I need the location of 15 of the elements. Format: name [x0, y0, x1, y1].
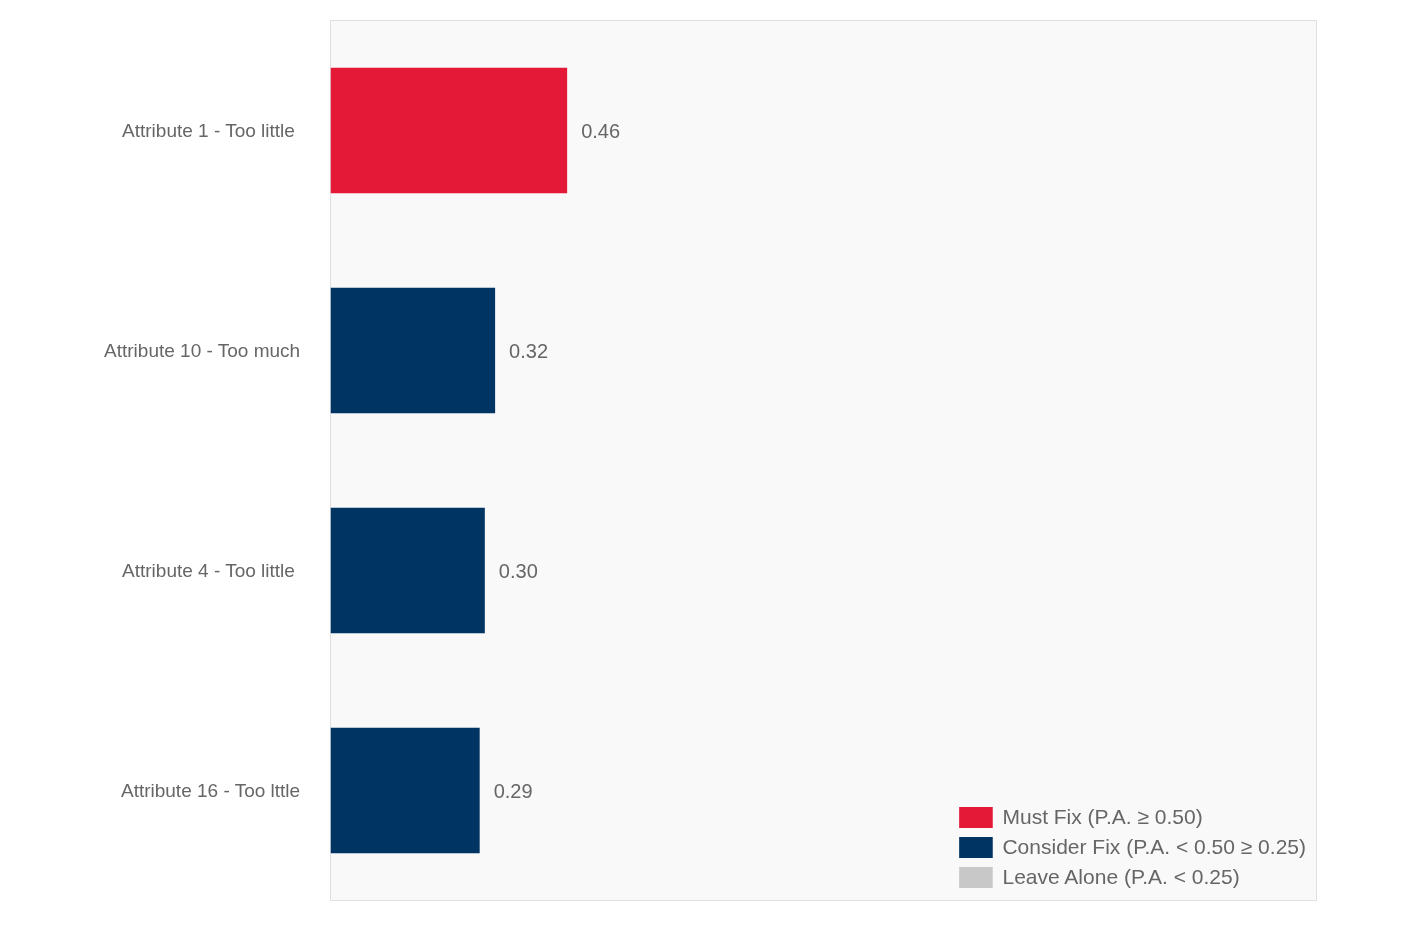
legend-label: Leave Alone (P.A. < 0.25)	[1002, 865, 1240, 889]
data-label: 0.46	[581, 119, 621, 142]
data-label: 0.30	[498, 559, 538, 582]
bar	[330, 67, 568, 194]
y-tick-label: Attribute 16 - Too lttle	[120, 780, 301, 801]
legend-label: Must Fix (P.A. ≥ 0.50)	[1002, 805, 1203, 829]
bar	[330, 287, 496, 414]
y-tick-label: Attribute 4 - Too little	[122, 560, 295, 581]
y-tick-label: Attribute 1 - Too little	[122, 120, 295, 141]
bar	[330, 507, 485, 634]
data-label: 0.29	[493, 779, 533, 802]
legend-label: Consider Fix (P.A. < 0.50 ≥ 0.25)	[1002, 835, 1306, 859]
bar	[330, 727, 480, 854]
data-label: 0.32	[509, 339, 549, 362]
y-tick-label: Attribute 10 - Too much	[104, 340, 301, 361]
